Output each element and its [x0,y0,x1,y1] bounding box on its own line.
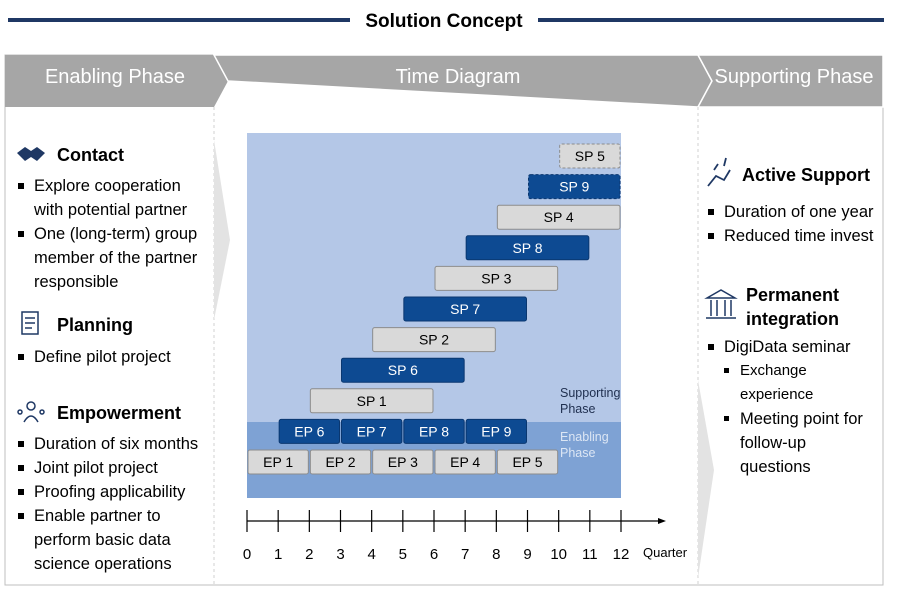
bullet: Enable partner to perform basic data sci… [16,504,211,576]
bar-label: SP 2 [419,332,449,348]
bar-label: SP 1 [357,393,387,409]
tick-label: 7 [461,546,469,563]
tick-label: 4 [367,546,375,563]
bar [434,449,496,475]
bar [403,418,465,444]
section-heading: Contact [57,145,124,165]
bullet: Explore cooperation with potential partn… [16,174,211,222]
zone-word: Supporting [560,386,621,400]
bullet: Joint pilot project [16,456,211,480]
tick-label: 0 [243,546,251,563]
bullet: Duration of six months [16,432,211,456]
section-heading: Empowerment [57,403,182,423]
section-heading: Active Support [742,165,871,185]
bar-label: SP 3 [481,270,511,286]
bullet: DigiData seminar [706,335,884,359]
axis-label: Quarter [643,545,688,560]
tick-label: 10 [550,546,567,563]
bullet-list: Explore cooperation with potential partn… [16,174,211,294]
bar-label: EP 3 [388,454,418,470]
bullet-list: Duration of six months Joint pilot proje… [16,432,211,576]
bullet: Define pilot project [16,345,211,369]
bullet-list: DigiData seminar Exchange experience Mee… [706,335,884,479]
section-heading: Permanent integration [746,285,840,329]
tick-label: 12 [613,546,630,563]
header-label: Time Diagram [395,66,521,88]
bar [309,449,372,475]
bar [434,265,559,291]
bar-label: SP 9 [559,179,589,195]
bar-label: SP 4 [544,209,574,225]
zone-word: Phase [560,446,595,460]
tick-label: 9 [523,546,531,563]
bar-label: SP 7 [450,301,480,317]
bar [341,418,403,444]
icon-building [704,289,738,319]
bullet: Reduced time invest [706,224,884,248]
header-chevron [5,55,228,107]
bar-label: EP 4 [450,454,480,470]
bar [559,143,621,169]
bar [403,296,528,322]
bar [465,418,527,444]
bar-label: EP 2 [325,454,355,470]
bar [247,449,309,475]
arrow [214,140,230,320]
tick-label: 8 [492,546,500,563]
bar-label: SP 5 [575,148,605,164]
bullet: Duration of one year [706,200,884,224]
bar [309,388,434,414]
axis-arrow [658,518,666,524]
bar-label: SP 8 [512,240,542,256]
tick-label: 11 [582,546,598,563]
icon-handshake [17,147,45,161]
bar [372,449,434,475]
bar-label: EP 1 [263,454,293,470]
bullet-list: Duration of one year Reduced time invest [706,200,884,248]
bar-label: EP 5 [512,454,542,470]
icon-empowerment [17,401,45,423]
bar-label: EP 8 [419,423,449,439]
tick-label: 6 [430,546,438,563]
arrow [698,380,714,578]
bar-label: EP 9 [481,423,511,439]
zone-word: Enabling [560,430,609,444]
bar [465,235,590,261]
bar [372,327,496,353]
bar [496,204,621,230]
header-label: Enabling Phase [44,66,186,88]
section-heading: Planning [57,315,133,335]
bar [496,449,559,475]
tick-label: 3 [336,546,344,563]
bullet: One (long-term) group member of the part… [16,222,211,294]
bar [528,174,621,200]
icon-support [707,157,731,187]
bar-label: SP 6 [388,362,418,378]
zone-label: Supporting Phase [560,386,621,416]
bar [341,357,465,383]
bar-label: EP 6 [294,423,324,439]
bar [278,418,340,444]
header-chevron [696,54,884,108]
zone-label: Enabling Phase [560,430,609,460]
icon-planning [21,311,39,335]
tick-label: 2 [305,546,313,563]
zone-word: Phase [560,402,595,416]
title: Solution Concept [365,11,523,32]
header-label: Supporting Phase [714,66,874,88]
tick-label: 1 [274,546,282,563]
bullet-list: Define pilot project [16,345,211,369]
tick-label: 5 [399,546,407,563]
sub-bullet: Meeting point for follow-up questions [722,407,880,479]
bullet: Proofing applicability [16,480,211,504]
bar-label: EP 7 [357,423,387,439]
sub-bullet: Exchange experience [722,359,840,407]
